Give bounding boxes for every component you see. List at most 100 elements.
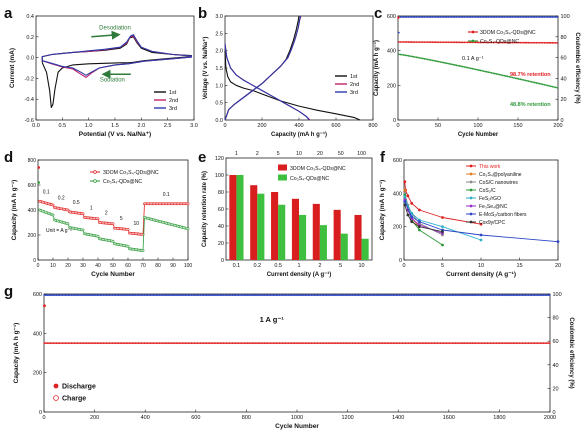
discharge-point (57, 342, 59, 345)
ce-point (461, 16, 464, 18)
ce-point (94, 294, 97, 297)
series-point-3 (441, 243, 444, 247)
green-capacity-point (420, 57, 423, 60)
y-tick-label: 200 (33, 371, 42, 377)
y-axis-label: Capacity (mA h g⁻¹) (13, 323, 20, 384)
discharge-point (419, 342, 422, 345)
red-capacity-point (553, 41, 555, 44)
ce-point (406, 294, 408, 297)
ce-point (123, 294, 126, 297)
x-tick-label: 90 (170, 263, 176, 269)
legend-swatch (278, 174, 287, 181)
discharge-point (548, 342, 551, 345)
first-cycle-point (43, 304, 46, 308)
discharge-point (387, 342, 390, 345)
y-axis-label: Capacity (mA h g⁻¹) (373, 40, 380, 96)
discharge-point (46, 342, 49, 345)
discharge-point (216, 342, 219, 345)
ce-point (426, 16, 429, 18)
discharge-point (222, 342, 225, 345)
discharge-point (190, 342, 193, 345)
discharge-point (436, 342, 439, 345)
ce-point (342, 294, 345, 297)
discharge-point (198, 342, 200, 345)
ce-point (454, 294, 457, 297)
discharge-point (453, 342, 456, 345)
discharge-point (431, 342, 434, 345)
discharge-point (94, 342, 97, 345)
x-tick-label: 1 (297, 263, 300, 269)
legend-label: Charge (62, 396, 86, 403)
red-capacity-point (503, 41, 506, 44)
ce-point (280, 294, 282, 297)
y2-tick-label: 100 (561, 14, 570, 20)
discharge-point (278, 342, 281, 345)
ce-point (360, 294, 363, 297)
ce-point (93, 294, 96, 297)
red-capacity-point (543, 41, 546, 44)
annotation-green-retention: 48.8% retention (510, 102, 551, 108)
discharge-point (333, 342, 336, 345)
ce-point (422, 294, 425, 297)
discharge-point (438, 342, 440, 345)
discharge-point (318, 342, 320, 345)
ce-point (523, 294, 525, 297)
panel-letter-e: e (198, 149, 206, 166)
green-capacity-point (533, 81, 536, 84)
green-capacity-point (401, 53, 403, 56)
green-capacity-point (481, 69, 483, 72)
ce-point (283, 294, 285, 297)
ce-point (366, 294, 369, 297)
ce-point (525, 16, 528, 18)
discharge-point (356, 342, 358, 345)
x-tick-label: 5 (441, 263, 444, 269)
ce-point (258, 294, 261, 297)
ce-point (481, 16, 483, 18)
x-tick-label: 0.0 (32, 123, 40, 129)
first-cycle-point (397, 16, 400, 19)
red-capacity-point (481, 41, 483, 44)
legend-label: Co₃S₄-QDs@NC (290, 176, 329, 182)
discharge-point (196, 342, 199, 345)
ce-point (407, 294, 410, 297)
ce-point (91, 294, 94, 297)
discharge-point (252, 342, 255, 345)
red-capacity-point (541, 41, 544, 44)
y-tick-label: 120 (215, 156, 224, 162)
green-capacity-point (543, 83, 546, 86)
ce-point (431, 16, 434, 18)
x-tick-label: 0.5 (59, 123, 67, 129)
ce-point (90, 294, 93, 297)
green-capacity-point (410, 55, 413, 58)
discharge-point (392, 342, 395, 345)
ce-point (510, 294, 513, 297)
red-capacity-point (522, 41, 525, 44)
rate-label: 2 (105, 211, 108, 217)
series-point-6 (403, 200, 407, 204)
red-capacity-point (500, 41, 503, 44)
discharge-point (66, 342, 68, 345)
charge-curve-1st (224, 15, 300, 121)
discharge-point (316, 342, 319, 345)
ce-point (404, 16, 407, 18)
discharge-point (378, 342, 381, 345)
red-capacity-point (517, 41, 520, 44)
green-capacity-point (445, 62, 448, 65)
green-capacity-point (490, 71, 493, 74)
ce-point (292, 294, 295, 297)
ce-point (184, 294, 187, 297)
discharge-point (249, 342, 252, 345)
ce-point (243, 294, 246, 297)
ce-point (169, 294, 172, 297)
ce-point (519, 16, 522, 18)
discharge-point (64, 342, 67, 345)
ce-point (104, 294, 106, 297)
y-tick-label: 1.5 (215, 66, 223, 72)
green-capacity-point (553, 86, 555, 88)
y2-tick-label: 80 (561, 35, 567, 41)
ce-point (75, 294, 78, 297)
green-capacity-point (476, 68, 479, 71)
ce-point (52, 294, 55, 297)
ce-point (482, 294, 484, 297)
red-capacity-point (420, 41, 423, 44)
